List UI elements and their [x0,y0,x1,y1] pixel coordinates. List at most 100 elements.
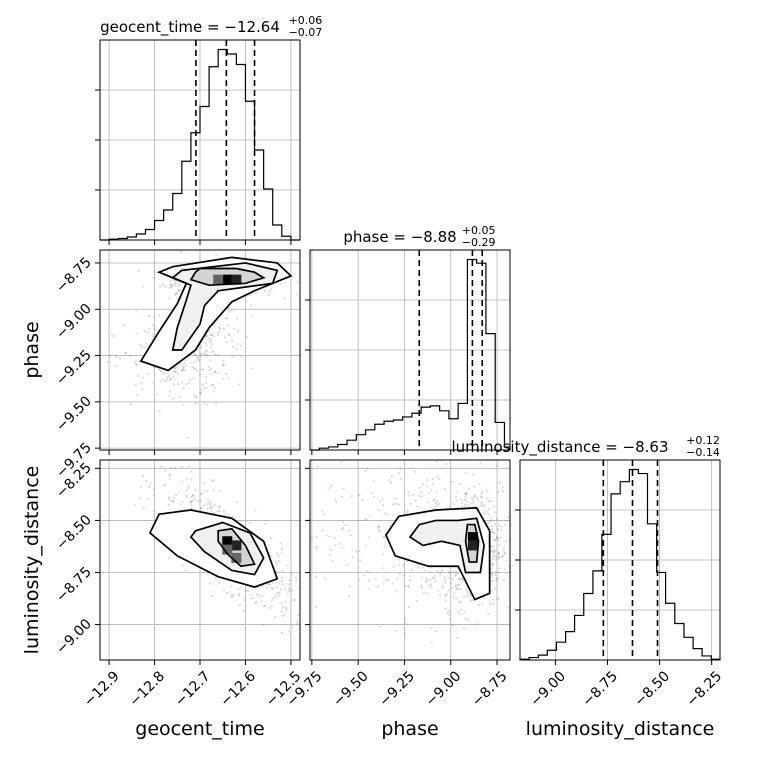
sample-point [457,577,460,581]
sample-point [133,360,137,363]
sample-point [194,489,197,492]
sample-point [228,590,231,594]
sample-point [488,603,491,606]
sample-point [516,522,518,524]
sample-point [137,374,140,377]
sample-point [288,582,291,586]
y-tick-label: −8.50 [53,512,95,554]
sample-point [316,545,319,548]
sample-point [511,547,513,549]
sample-point [334,544,337,547]
sample-point [203,387,206,390]
sample-point [222,589,226,592]
sample-point [209,506,212,509]
sample-point [246,589,250,593]
sample-point [236,317,239,320]
sample-point [320,626,322,628]
sample-point [228,334,231,337]
sample-point [172,501,175,504]
sample-point [493,538,496,541]
sample-point [359,559,362,562]
sample-point [213,370,217,373]
sample-point [213,390,216,393]
sample-point [459,577,462,580]
sample-point [316,398,318,400]
sample-point [418,486,421,489]
sample-point [218,327,221,330]
sample-point [517,555,519,557]
sample-point [149,482,152,485]
sample-point [210,346,213,349]
sample-point [372,480,376,483]
sample-point [129,355,132,358]
sample-point [515,494,517,496]
sample-point [501,555,504,559]
sample-point [501,486,504,489]
sample-point [342,558,346,561]
sample-point [394,503,397,506]
sample-point [203,490,206,493]
sample-point [347,529,350,532]
sample-point [406,510,410,513]
sample-point [374,577,377,581]
sample-point [153,316,156,319]
sample-point [278,594,281,597]
sample-point [398,558,401,561]
sample-point [207,337,210,340]
sample-point [385,571,388,574]
sample-point [503,578,506,581]
sample-point [490,589,493,592]
sample-point [368,571,372,574]
sample-point [498,557,501,560]
sample-point [190,507,193,510]
sample-point [341,496,344,499]
sample-point [280,579,283,583]
sample-point [201,492,204,495]
sample-point [250,314,254,317]
sample-point [493,511,497,514]
sample-point [492,505,496,508]
sample-point [188,465,191,468]
sample-point [231,356,234,359]
sample-point [532,566,534,568]
sample-point [174,292,178,295]
x-tick-label: −8.50 [632,668,674,710]
sample-point [187,381,190,384]
sample-point [270,598,274,601]
sample-point [236,330,240,333]
sample-point [501,554,505,558]
sample-point [208,502,212,506]
sample-point [174,293,177,296]
sample-point [139,497,142,500]
sample-point [199,507,203,510]
sample-point [333,536,336,539]
sample-point [260,594,263,597]
sample-point [274,560,277,563]
sample-point [208,340,211,344]
density-peak-cell [222,274,233,285]
sample-point [469,594,473,598]
sample-point [480,496,483,499]
sample-point [479,461,482,465]
sample-point [300,609,302,611]
sample-point [254,601,257,604]
sample-point [141,376,144,380]
sample-point [358,578,361,581]
sample-point [181,480,184,483]
sample-point [199,392,203,395]
sample-point [464,617,467,620]
x-tick-label: −9.50 [330,668,372,710]
sample-point [490,550,493,554]
sample-point [426,485,429,488]
sample-point [549,573,551,575]
sample-point [490,545,493,549]
sample-point [473,494,476,497]
x-tick-label: −12.8 [127,668,169,710]
sample-point [197,356,200,359]
sample-point [257,594,261,598]
sample-point [445,463,448,466]
sample-point [383,535,386,539]
sample-point [177,383,180,386]
sample-point [339,542,342,545]
sample-point [174,466,177,469]
